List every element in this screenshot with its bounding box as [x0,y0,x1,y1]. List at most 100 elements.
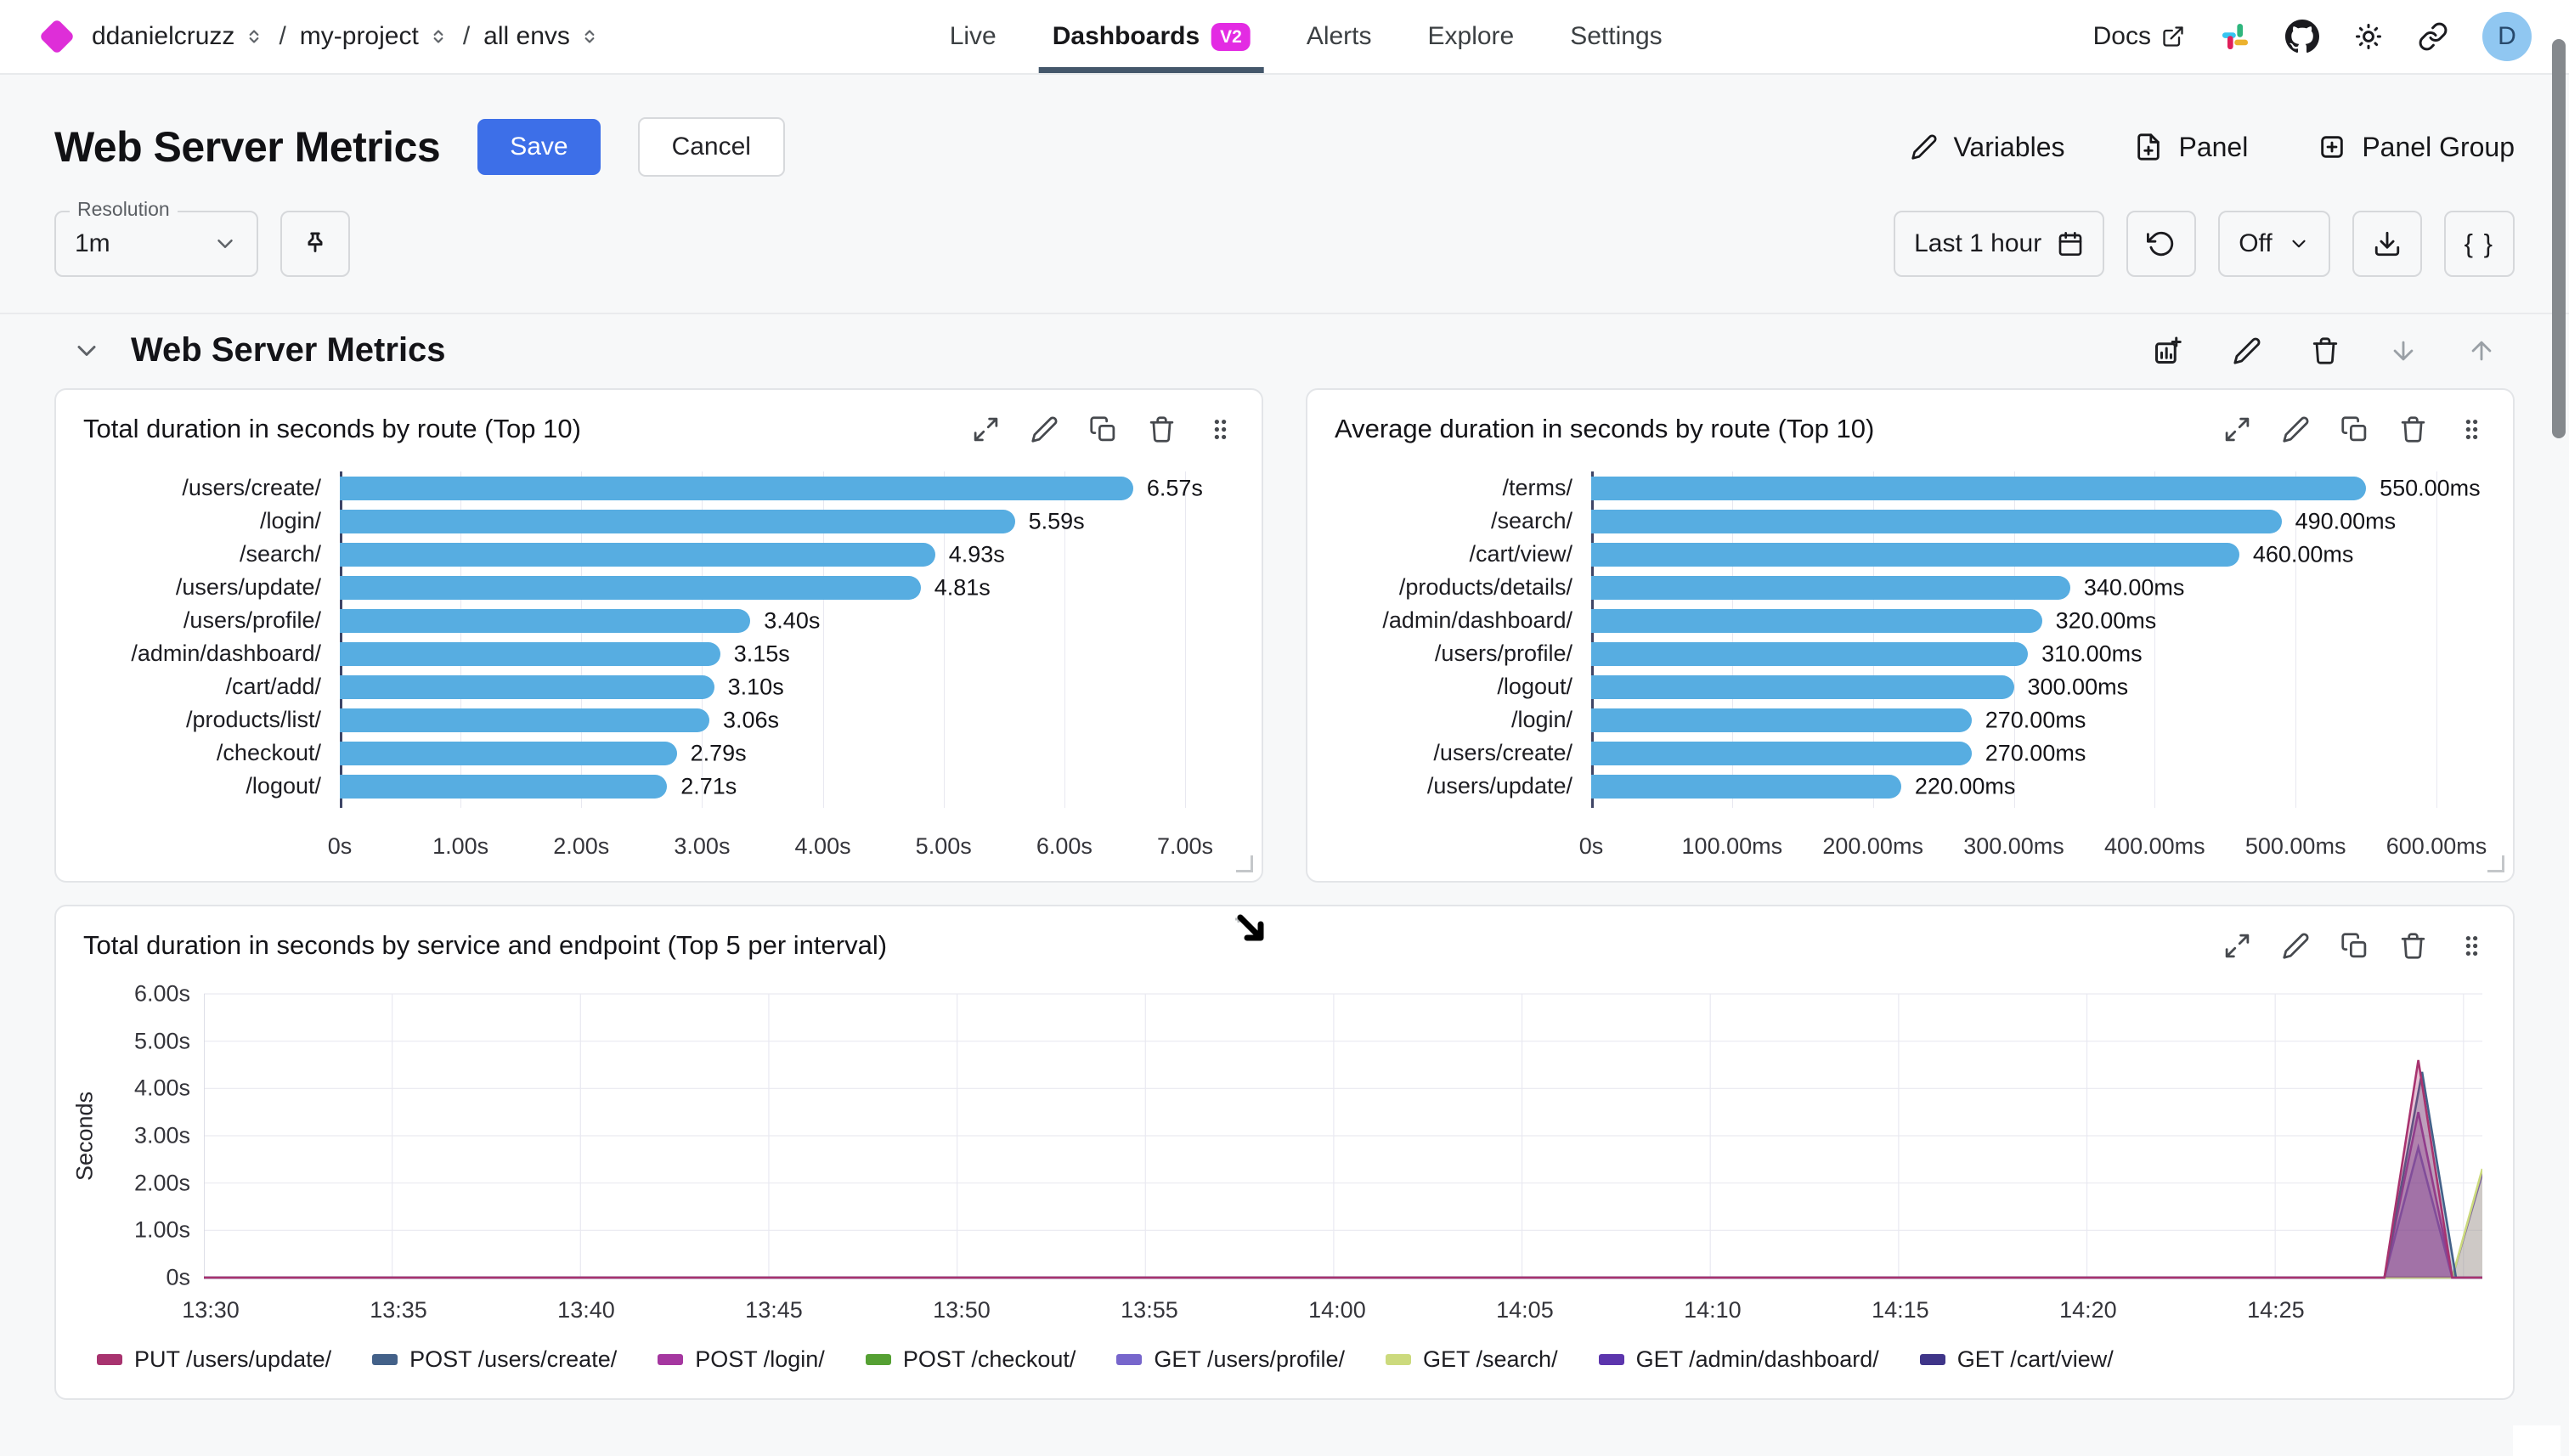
delete-panel-button[interactable] [2399,932,2427,960]
resolution-select[interactable]: Resolution 1m [54,198,258,277]
legend-item[interactable]: GET /search/ [1386,1346,1558,1373]
edit-panel-button[interactable] [1030,415,1059,443]
legend-item[interactable]: POST /users/create/ [372,1346,617,1373]
download-button[interactable] [2352,211,2422,277]
breadcrumb-project-select[interactable]: my-project [300,22,449,51]
expand-panel-button[interactable] [2223,932,2251,960]
json-view-button[interactable]: { } [2443,211,2515,277]
bar-track[interactable]: 3.06s [340,703,1185,736]
edit-panel-button[interactable] [2282,415,2310,443]
expand-panel-button[interactable] [2223,415,2251,443]
panel-average-duration-by-route: Average duration in seconds by route (To… [1306,388,2515,883]
nav-dashboards[interactable]: Dashboards V2 [1038,0,1264,73]
breadcrumb: ddanielcruzz / my-project / all envs [37,18,601,55]
page-title: Web Server Metrics [54,123,441,171]
bar-track[interactable]: 270.00ms [1591,703,2436,736]
nav-settings[interactable]: Settings [1570,0,1662,73]
bar-track[interactable]: 320.00ms [1591,604,2436,637]
legend-item[interactable]: GET /cart/view/ [1919,1346,2114,1373]
duplicate-panel-button[interactable] [1089,415,1117,443]
legend-item[interactable]: POST /login/ [658,1346,825,1373]
x-axis-tick: 13:40 [557,1297,615,1323]
bar [1591,576,2070,600]
edit-panel-button[interactable] [2282,932,2310,960]
bar-track[interactable]: 220.00ms [1591,770,2436,803]
bar-row: /search/490.00ms [1307,505,2513,538]
bar-track[interactable]: 340.00ms [1591,571,2436,604]
panel-header: Average duration in seconds by route (To… [1307,390,2513,456]
bar-track[interactable]: 310.00ms [1591,637,2436,670]
bar-value-label: 550.00ms [2380,475,2481,500]
y-axis-tick: 2.00s [133,1170,190,1196]
collapse-group-button[interactable] [71,336,102,366]
legend-item[interactable]: POST /checkout/ [865,1346,1076,1373]
panel-header: Total duration in seconds by route (Top … [56,390,1262,456]
edit-group-button[interactable] [2233,336,2261,365]
move-group-up-button[interactable] [2467,336,2496,365]
legend-item[interactable]: GET /admin/dashboard/ [1598,1346,1879,1373]
bar-track[interactable]: 490.00ms [1591,505,2436,538]
nav-explore[interactable]: Explore [1428,0,1515,73]
resize-handle[interactable] [1236,855,1253,872]
bar-track[interactable]: 270.00ms [1591,736,2436,770]
bar-track[interactable]: 6.57s [340,471,1203,505]
x-axis-tick: 4.00s [794,833,851,859]
theme-toggle-button[interactable] [2353,21,2384,52]
x-axis-ticks: 13:30 13:35 13:40 13:45 13:50 13:55 14:00 14:05… [182,1289,2482,1335]
bar-value-label: 490.00ms [2295,508,2397,533]
add-panel-group-button[interactable]: Panel Group [2318,132,2515,163]
bar-track[interactable]: 4.81s [340,571,1185,604]
x-axis-tick: 14:20 [2059,1297,2117,1323]
delete-panel-button[interactable] [2399,415,2427,443]
variables-button[interactable]: Variables [1911,132,2064,163]
auto-refresh-select[interactable]: Off [2218,211,2330,277]
pin-button[interactable] [280,211,350,277]
bar-track[interactable]: 3.15s [340,637,1185,670]
bar-category-label: /logout/ [1497,674,1572,699]
legend-item[interactable]: GET /users/profile/ [1116,1346,1345,1373]
duplicate-panel-button[interactable] [2340,932,2369,960]
bar-track[interactable]: 550.00ms [1591,471,2481,505]
brand-diamond-icon[interactable] [38,18,76,55]
bar-track[interactable]: 3.10s [340,670,1185,703]
resize-handle[interactable] [2487,855,2504,872]
bar-track[interactable]: 3.40s [340,604,1185,637]
move-group-down-button[interactable] [2389,336,2418,365]
bar-track[interactable]: 4.93s [340,538,1185,571]
cancel-button[interactable]: Cancel [637,117,785,177]
area-chart-plot[interactable] [204,991,2482,1280]
expand-panel-button[interactable] [972,415,1000,443]
save-button[interactable]: Save [477,119,601,175]
delete-panel-button[interactable] [1148,415,1176,443]
y-axis-label: Seconds [71,1091,98,1181]
drag-panel-handle[interactable] [2458,932,2486,960]
avatar[interactable]: D [2482,12,2532,61]
trash-icon [1148,415,1176,443]
bar-track[interactable]: 2.71s [340,770,1185,803]
drag-handle-icon [1206,415,1234,443]
legend-item[interactable]: PUT /users/update/ [97,1346,331,1373]
x-axis-tick: 5.00s [915,833,972,859]
drag-panel-handle[interactable] [2458,415,2486,443]
share-link-button[interactable] [2418,21,2448,52]
bar-track[interactable]: 460.00ms [1591,538,2436,571]
breadcrumb-org-select[interactable]: ddanielcruzz [92,22,265,51]
slack-button[interactable] [2219,20,2251,53]
drag-panel-handle[interactable] [1206,415,1234,443]
refresh-button[interactable] [2126,211,2197,277]
breadcrumb-env-select[interactable]: all envs [483,22,601,51]
nav-alerts[interactable]: Alerts [1307,0,1372,73]
add-panel-button[interactable]: Panel [2134,132,2248,163]
github-button[interactable] [2285,20,2319,54]
docs-link[interactable]: Docs [2093,22,2185,51]
duplicate-panel-button[interactable] [2340,415,2369,443]
delete-group-button[interactable] [2311,336,2340,365]
bar-track[interactable]: 2.79s [340,736,1185,770]
nav-live[interactable]: Live [950,0,997,73]
vertical-scrollbar-thumb[interactable] [2552,39,2566,438]
bar-track[interactable]: 5.59s [340,505,1185,538]
add-panel-to-group-button[interactable] [2153,336,2183,366]
bar-track[interactable]: 300.00ms [1591,670,2436,703]
time-range-button[interactable]: Last 1 hour [1894,211,2105,277]
docs-label: Docs [2092,22,2151,50]
